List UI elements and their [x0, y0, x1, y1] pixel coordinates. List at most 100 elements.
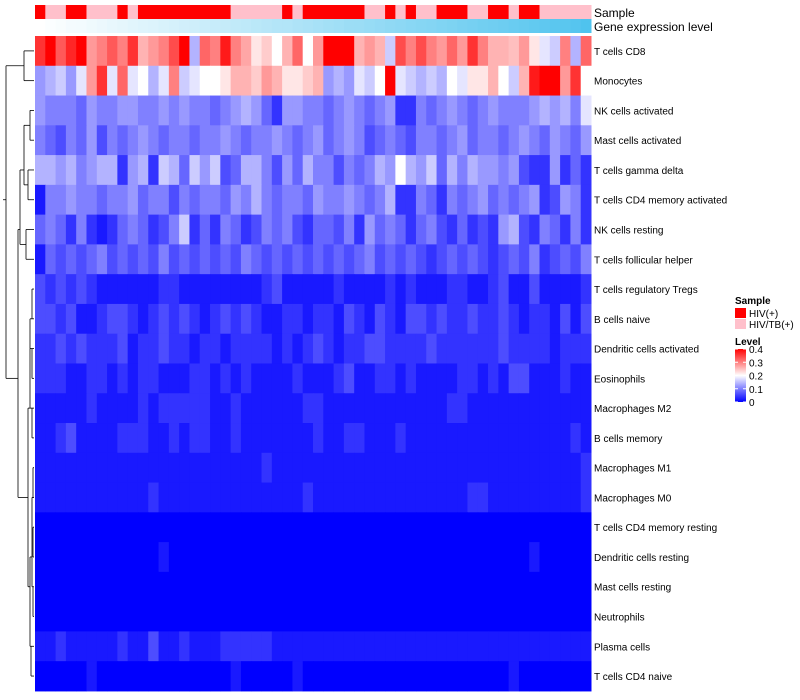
heatmap-cell	[35, 274, 46, 305]
heatmap-cell	[560, 393, 571, 424]
heatmap-cell	[137, 303, 149, 335]
heatmap-cell	[560, 363, 571, 394]
heatmap-cell	[333, 571, 345, 603]
heatmap-cell	[261, 36, 273, 67]
sample-annotation-cell	[385, 5, 396, 19]
heatmap-cell	[251, 571, 263, 603]
heatmap-cell	[292, 631, 304, 662]
expression-annotation-cell	[560, 19, 571, 33]
heatmap-cell	[117, 303, 129, 335]
heatmap-cell	[477, 363, 489, 394]
heatmap-cell	[560, 452, 571, 484]
heatmap-cell	[35, 65, 46, 97]
heatmap-cell	[55, 125, 67, 156]
expression-annotation-cell	[302, 19, 314, 33]
heatmap-cell	[199, 214, 211, 245]
heatmap-cell	[35, 423, 46, 454]
heatmap-cell	[467, 184, 479, 216]
expression-annotation-cell	[436, 19, 448, 33]
heatmap-cell	[302, 274, 314, 305]
heatmap-cell	[55, 571, 67, 603]
heatmap-cell	[446, 512, 458, 543]
heatmap-cell	[313, 95, 324, 126]
heatmap-cell	[168, 95, 180, 126]
heatmap-cell	[518, 393, 530, 424]
sample-annotation-cell	[189, 5, 201, 19]
heatmap-cell	[477, 184, 489, 216]
heatmap-cell	[148, 36, 160, 67]
heatmap-cell	[426, 155, 438, 186]
sample-annotation-cell	[343, 5, 355, 19]
heatmap-cell	[220, 542, 232, 573]
heatmap-cell	[230, 393, 242, 424]
heatmap-cell	[86, 571, 98, 603]
heatmap-cell	[333, 184, 345, 216]
heatmap-cell	[292, 274, 304, 305]
heatmap-cell	[446, 452, 458, 484]
sample-annotation-cell	[199, 5, 211, 19]
heatmap-cell	[117, 65, 129, 97]
heatmap-cell	[395, 36, 407, 67]
heatmap-cell	[168, 452, 180, 484]
heatmap-cell	[199, 125, 211, 156]
heatmap-cell	[271, 244, 283, 275]
heatmap-cell	[76, 65, 87, 97]
heatmap-cell	[488, 661, 499, 692]
heatmap-cell	[508, 125, 520, 156]
heatmap-cell	[76, 363, 87, 394]
expression-annotation-cell	[189, 19, 201, 33]
heatmap-cell	[436, 333, 448, 364]
heatmap-cell	[488, 65, 499, 97]
heatmap-cell	[96, 423, 108, 454]
heatmap-cell	[127, 423, 139, 454]
heatmap-cell	[477, 36, 489, 67]
heatmap-cell	[580, 661, 592, 692]
heatmap-cell	[560, 512, 571, 543]
heatmap-cell	[549, 512, 561, 543]
heatmap-cell	[179, 36, 190, 67]
heatmap-cell	[323, 571, 335, 603]
heatmap-cell	[189, 661, 201, 692]
heatmap-cell	[333, 601, 345, 632]
annotation-label-sample: Sample	[594, 6, 635, 20]
heatmap-cell	[282, 155, 293, 186]
heatmap-cell	[549, 393, 561, 424]
heatmap-cell	[580, 423, 592, 454]
heatmap-cell	[395, 542, 407, 573]
heatmap-cell	[323, 333, 335, 364]
heatmap-cell	[302, 303, 314, 335]
heatmap-cell	[127, 601, 139, 632]
legend-level-ticks: 0.4 0.3 0.2 0.1 0	[735, 345, 763, 409]
sample-annotation-cell	[549, 5, 561, 19]
heatmap-cell	[148, 512, 160, 543]
sample-annotation-cell	[333, 5, 345, 19]
heatmap-cell	[477, 482, 489, 513]
row-label: T cells CD4 naive	[594, 672, 673, 683]
heatmap-cell	[570, 303, 582, 335]
heatmap-cell	[477, 95, 489, 126]
heatmap-cell	[179, 95, 190, 126]
heatmap-cell	[405, 393, 417, 424]
heatmap-cell	[333, 631, 345, 662]
heatmap-cell	[271, 452, 283, 484]
heatmap-cell	[107, 542, 118, 573]
heatmap-cell	[580, 36, 592, 67]
heatmap-cell	[446, 125, 458, 156]
heatmap-cell	[65, 333, 77, 364]
heatmap-cell	[292, 661, 304, 692]
legend-label-hivtb: HIV/TB(+)	[749, 320, 794, 331]
heatmap-cell	[55, 423, 67, 454]
heatmap-cell	[467, 333, 479, 364]
heatmap-cell	[313, 333, 324, 364]
heatmap-cell	[467, 155, 479, 186]
heatmap-cell	[395, 393, 407, 424]
heatmap-cell	[210, 274, 221, 305]
heatmap-cell	[488, 542, 499, 573]
heatmap-cell	[580, 333, 592, 364]
row-label: Monocytes	[594, 77, 642, 88]
heatmap-cell	[127, 155, 139, 186]
heatmap-cell	[446, 303, 458, 335]
heatmap-cell	[508, 423, 520, 454]
heatmap-cell	[333, 542, 345, 573]
heatmap-cell	[374, 184, 386, 216]
